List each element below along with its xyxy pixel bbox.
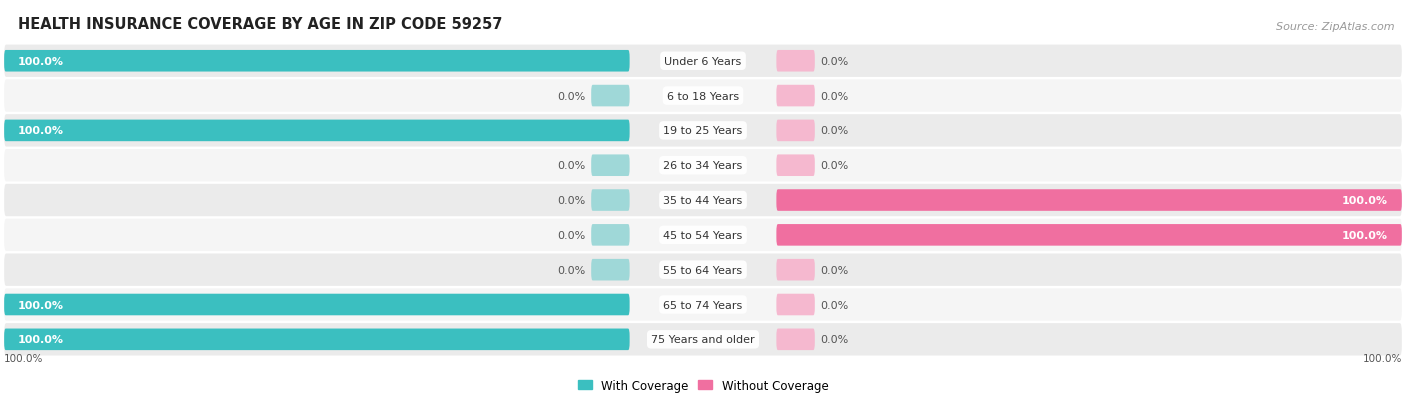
- FancyBboxPatch shape: [4, 329, 630, 350]
- FancyBboxPatch shape: [4, 150, 1402, 182]
- Text: 55 to 64 Years: 55 to 64 Years: [664, 265, 742, 275]
- FancyBboxPatch shape: [4, 80, 1402, 112]
- FancyBboxPatch shape: [591, 155, 630, 177]
- FancyBboxPatch shape: [776, 120, 815, 142]
- FancyBboxPatch shape: [776, 329, 815, 350]
- FancyBboxPatch shape: [4, 51, 630, 72]
- FancyBboxPatch shape: [4, 120, 630, 142]
- FancyBboxPatch shape: [776, 225, 1402, 246]
- Text: 0.0%: 0.0%: [557, 161, 585, 171]
- FancyBboxPatch shape: [591, 259, 630, 281]
- FancyBboxPatch shape: [776, 85, 815, 107]
- FancyBboxPatch shape: [4, 115, 1402, 147]
- FancyBboxPatch shape: [4, 294, 630, 316]
- Text: 0.0%: 0.0%: [821, 57, 849, 66]
- FancyBboxPatch shape: [4, 254, 1402, 286]
- Text: 0.0%: 0.0%: [557, 265, 585, 275]
- FancyBboxPatch shape: [776, 190, 1402, 211]
- Text: 100.0%: 100.0%: [18, 300, 65, 310]
- Text: 100.0%: 100.0%: [1341, 230, 1388, 240]
- Text: Source: ZipAtlas.com: Source: ZipAtlas.com: [1277, 22, 1395, 32]
- Text: 0.0%: 0.0%: [821, 265, 849, 275]
- FancyBboxPatch shape: [4, 323, 1402, 356]
- FancyBboxPatch shape: [4, 219, 1402, 252]
- FancyBboxPatch shape: [776, 155, 815, 177]
- Text: 100.0%: 100.0%: [1341, 196, 1388, 206]
- Text: 0.0%: 0.0%: [557, 196, 585, 206]
- Text: 0.0%: 0.0%: [557, 91, 585, 101]
- FancyBboxPatch shape: [4, 184, 1402, 217]
- Text: 0.0%: 0.0%: [821, 335, 849, 344]
- Text: 19 to 25 Years: 19 to 25 Years: [664, 126, 742, 136]
- Text: 45 to 54 Years: 45 to 54 Years: [664, 230, 742, 240]
- Text: Under 6 Years: Under 6 Years: [665, 57, 741, 66]
- Text: 26 to 34 Years: 26 to 34 Years: [664, 161, 742, 171]
- Text: 0.0%: 0.0%: [821, 300, 849, 310]
- Text: 0.0%: 0.0%: [821, 91, 849, 101]
- Text: 100.0%: 100.0%: [4, 353, 44, 363]
- Text: 65 to 74 Years: 65 to 74 Years: [664, 300, 742, 310]
- Text: 35 to 44 Years: 35 to 44 Years: [664, 196, 742, 206]
- Text: 75 Years and older: 75 Years and older: [651, 335, 755, 344]
- Text: 100.0%: 100.0%: [1362, 353, 1402, 363]
- Text: HEALTH INSURANCE COVERAGE BY AGE IN ZIP CODE 59257: HEALTH INSURANCE COVERAGE BY AGE IN ZIP …: [18, 17, 502, 32]
- FancyBboxPatch shape: [776, 294, 815, 316]
- Text: 0.0%: 0.0%: [821, 161, 849, 171]
- FancyBboxPatch shape: [4, 289, 1402, 321]
- Text: 0.0%: 0.0%: [557, 230, 585, 240]
- Text: 6 to 18 Years: 6 to 18 Years: [666, 91, 740, 101]
- Text: 0.0%: 0.0%: [821, 126, 849, 136]
- Legend: With Coverage, Without Coverage: With Coverage, Without Coverage: [578, 379, 828, 392]
- Text: 100.0%: 100.0%: [18, 57, 65, 66]
- Text: 100.0%: 100.0%: [18, 335, 65, 344]
- FancyBboxPatch shape: [776, 259, 815, 281]
- FancyBboxPatch shape: [591, 85, 630, 107]
- FancyBboxPatch shape: [591, 190, 630, 211]
- FancyBboxPatch shape: [4, 45, 1402, 78]
- Text: 100.0%: 100.0%: [18, 126, 65, 136]
- FancyBboxPatch shape: [591, 225, 630, 246]
- FancyBboxPatch shape: [776, 51, 815, 72]
